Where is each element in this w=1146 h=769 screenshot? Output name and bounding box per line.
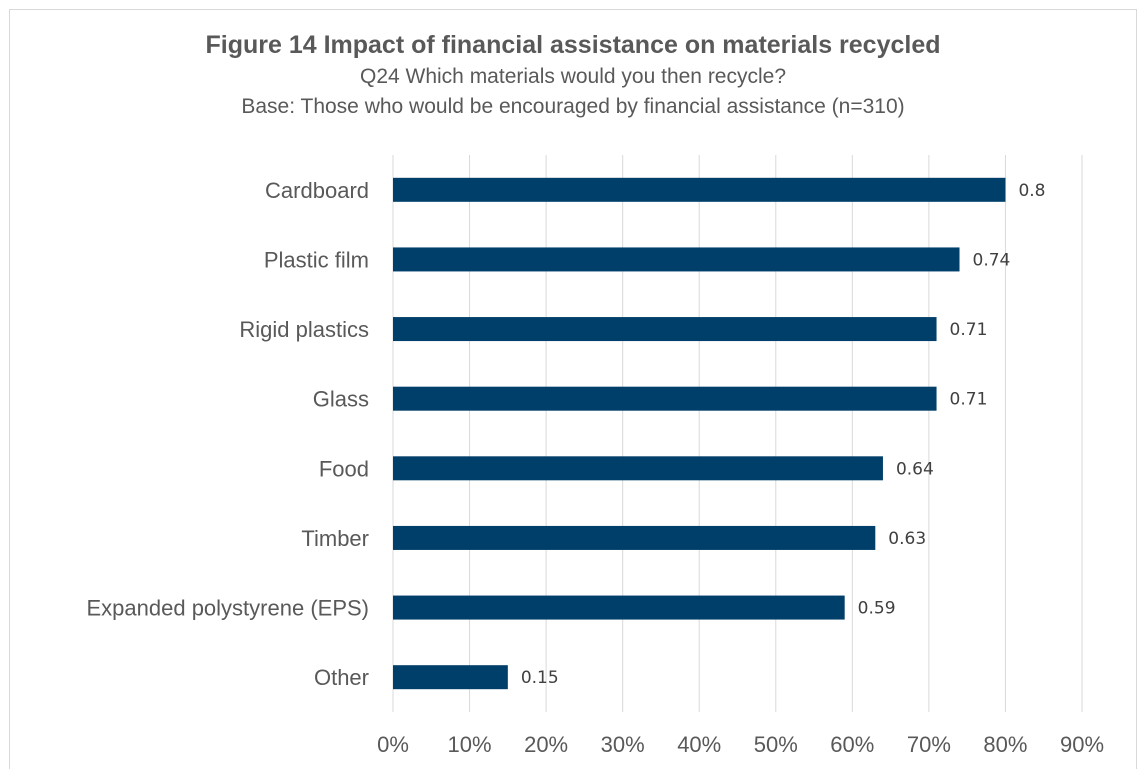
x-tick-label: 10% [448,732,492,757]
category-label: Glass [313,387,369,412]
x-axis-ticks: 0% 10% 20% 30% 40% 50% 60% 70% 80% 90% [377,732,1104,757]
bar [393,247,960,272]
x-tick-label: 30% [601,732,645,757]
category-labels: Cardboard Plastic film Rigid plastics Glass… [87,178,370,690]
category-label: Timber [301,526,369,551]
category-label: Other [314,665,369,690]
data-label: 0.59 [858,599,896,619]
x-tick-label: 50% [754,732,798,757]
x-tick-label: 90% [1060,732,1104,757]
bar [393,177,1006,202]
data-label: 0.74 [973,250,1011,270]
gridlines [392,155,1083,712]
bar [393,525,876,550]
x-tick-label: 40% [677,732,721,757]
category-label: Rigid plastics [239,317,369,342]
data-label: 0.8 [1018,181,1045,201]
bar [393,665,508,690]
bar [393,456,883,481]
data-label: 0.71 [950,390,988,410]
chart-subtitle-question: Q24 Which materials would you then recyc… [359,65,787,88]
x-tick-label: 20% [524,732,568,757]
bar [393,386,937,411]
category-label: Cardboard [265,178,369,203]
x-tick-label: 0% [377,732,409,757]
data-label: 0.15 [521,668,559,688]
chart-titles: Figure 14 Impact of financial assistance… [0,28,1146,122]
x-tick-label: 70% [907,732,951,757]
data-label: 0.64 [896,459,934,479]
category-label: Plastic film [264,247,369,272]
category-label: Expanded polystyrene (EPS) [87,596,370,621]
data-label: 0.71 [950,320,988,340]
data-label: 0.63 [888,529,926,549]
x-tick-label: 60% [830,732,874,757]
bar [393,595,845,620]
bar [393,317,937,342]
chart-subtitle-base: Base: Those who would be encouraged by f… [241,95,905,118]
category-label: Food [319,456,369,481]
x-tick-label: 80% [983,732,1027,757]
chart-title: Figure 14 Impact of financial assistance… [205,31,941,59]
data-labels: 0.8 0.74 0.71 0.71 0.64 0.63 0.59 0.15 [521,181,1046,688]
bars [393,177,1006,690]
